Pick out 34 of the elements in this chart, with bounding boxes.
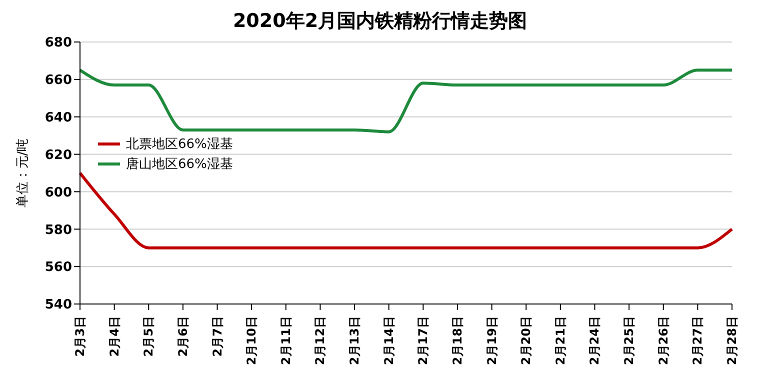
y-tick-label: 660 — [44, 73, 72, 88]
x-tick-label: 2月6日 — [176, 316, 190, 357]
line-series — [78, 172, 734, 250]
x-tick-label: 2月10日 — [244, 316, 259, 366]
x-tick-label: 2月13日 — [348, 316, 362, 366]
x-tick-label: 2月3日 — [73, 316, 87, 357]
y-tick-label: 620 — [44, 148, 72, 163]
x-tick-label: 2月7日 — [210, 316, 224, 357]
x-tick-label: 2月28日 — [725, 316, 739, 366]
x-tick-label: 2月20日 — [519, 316, 534, 366]
x-tick-label: 2月25日 — [622, 316, 636, 366]
chart-title: 2020年2月国内铁精粉行情走势图 — [232, 9, 528, 34]
x-tick-label: 2月18日 — [450, 316, 464, 366]
x-tick-label: 2月12日 — [313, 316, 328, 366]
x-tick-label: 2月17日 — [416, 316, 430, 366]
legend-label: 唐山地区66%湿基 — [126, 156, 233, 173]
x-tick-label: 2月26日 — [656, 316, 670, 366]
y-tick-label: 680 — [44, 36, 72, 51]
x-tick-label: 2月21日 — [553, 316, 568, 366]
x-tick-label: 2月24日 — [588, 316, 602, 366]
y-tick-label: 560 — [44, 260, 72, 276]
y-tick-label: 540 — [44, 298, 72, 313]
x-tick-label: 2月27日 — [690, 316, 705, 366]
line-series — [78, 68, 734, 134]
x-tick-label: 2月14日 — [382, 316, 396, 366]
y-axis-title: 单位：元/吨 — [16, 138, 31, 208]
y-tick-label: 580 — [44, 222, 72, 238]
y-tick-label: 640 — [44, 110, 72, 126]
y-tick-label: 600 — [44, 185, 72, 200]
x-tick-label: 2月11日 — [278, 316, 293, 366]
x-tick-label: 2月19日 — [484, 316, 499, 366]
x-tick-label: 2月4日 — [107, 316, 122, 357]
x-tick-label: 2月5日 — [142, 316, 156, 357]
legend-label: 北票地区66%湿基 — [126, 136, 233, 153]
